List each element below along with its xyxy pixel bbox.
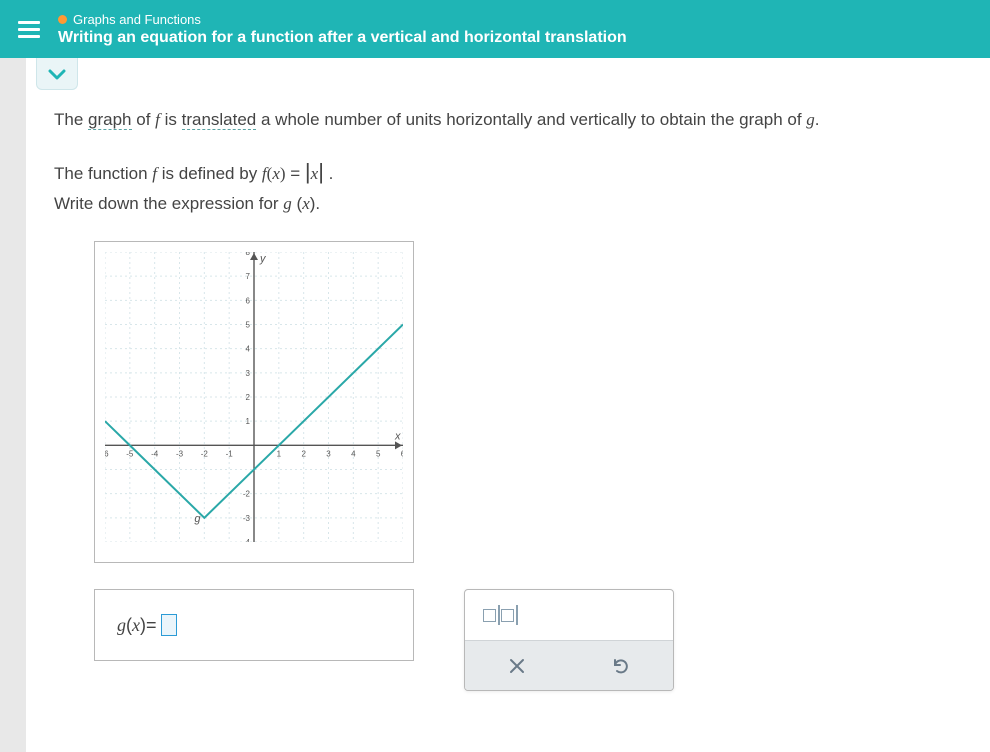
svg-text:3: 3 — [326, 450, 331, 459]
svg-text:-5: -5 — [126, 450, 134, 459]
answer-box[interactable]: g(x) = — [94, 589, 414, 661]
svg-text:-3: -3 — [176, 450, 184, 459]
svg-text:2: 2 — [301, 450, 306, 459]
answer-input-slot[interactable] — [161, 614, 177, 636]
glossary-link-translated[interactable]: translated — [182, 110, 257, 130]
graph-svg: -6-5-4-3-2-112345612345678-2-3-4xyg — [105, 252, 403, 542]
prompt-line: Write down the expression for g (x). — [54, 190, 962, 219]
clear-button[interactable] — [497, 651, 537, 681]
svg-text:4: 4 — [246, 345, 251, 354]
breadcrumb: Graphs and Functions — [58, 12, 627, 27]
problem-content: The graph of f is translated a whole num… — [26, 58, 990, 711]
svg-text:-4: -4 — [151, 450, 159, 459]
svg-text:4: 4 — [351, 450, 356, 459]
svg-text:1: 1 — [246, 417, 251, 426]
palette-bottom — [465, 640, 673, 690]
palette-top — [465, 590, 673, 640]
square-icon — [483, 609, 496, 622]
page-title: Writing an equation for a function after… — [58, 29, 627, 47]
svg-text:3: 3 — [246, 369, 251, 378]
answer-row: g(x) = — [94, 589, 962, 691]
svg-text:-4: -4 — [243, 538, 251, 542]
undo-button[interactable] — [601, 651, 641, 681]
menu-icon[interactable] — [18, 21, 40, 38]
svg-text:-6: -6 — [105, 450, 109, 459]
svg-text:6: 6 — [401, 450, 403, 459]
square-icon — [501, 609, 514, 622]
status-dot-icon — [58, 15, 67, 24]
svg-text:5: 5 — [376, 450, 381, 459]
top-bar: Graphs and Functions Writing an equation… — [0, 0, 990, 58]
x-icon — [508, 657, 526, 675]
bar-icon — [498, 605, 500, 625]
page-body: The graph of f is translated a whole num… — [26, 58, 990, 752]
svg-text:2: 2 — [246, 393, 251, 402]
breadcrumb-label: Graphs and Functions — [73, 12, 201, 27]
definition-line: The function f is defined by f(x) = |x| … — [54, 153, 962, 190]
glossary-link-graph[interactable]: graph — [88, 110, 131, 130]
svg-text:8: 8 — [246, 252, 251, 257]
undo-icon — [611, 656, 631, 676]
svg-text:6: 6 — [246, 297, 251, 306]
topbar-text: Graphs and Functions Writing an equation… — [58, 12, 627, 47]
svg-text:-1: -1 — [226, 450, 234, 459]
svg-text:7: 7 — [246, 272, 251, 281]
svg-text:-2: -2 — [243, 490, 251, 499]
abs-template-button[interactable] — [483, 605, 519, 625]
graph-panel: -6-5-4-3-2-112345612345678-2-3-4xyg — [94, 241, 414, 563]
expand-tab[interactable] — [36, 58, 78, 90]
answer-g: g — [117, 610, 126, 641]
svg-text:5: 5 — [246, 321, 251, 330]
keypad-palette — [464, 589, 674, 691]
bar-icon — [516, 605, 518, 625]
svg-text:-2: -2 — [201, 450, 209, 459]
svg-text:-3: -3 — [243, 514, 251, 523]
svg-text:x: x — [394, 431, 401, 443]
svg-text:1: 1 — [277, 450, 282, 459]
chevron-down-icon — [48, 68, 66, 80]
intro-line: The graph of f is translated a whole num… — [54, 106, 962, 135]
